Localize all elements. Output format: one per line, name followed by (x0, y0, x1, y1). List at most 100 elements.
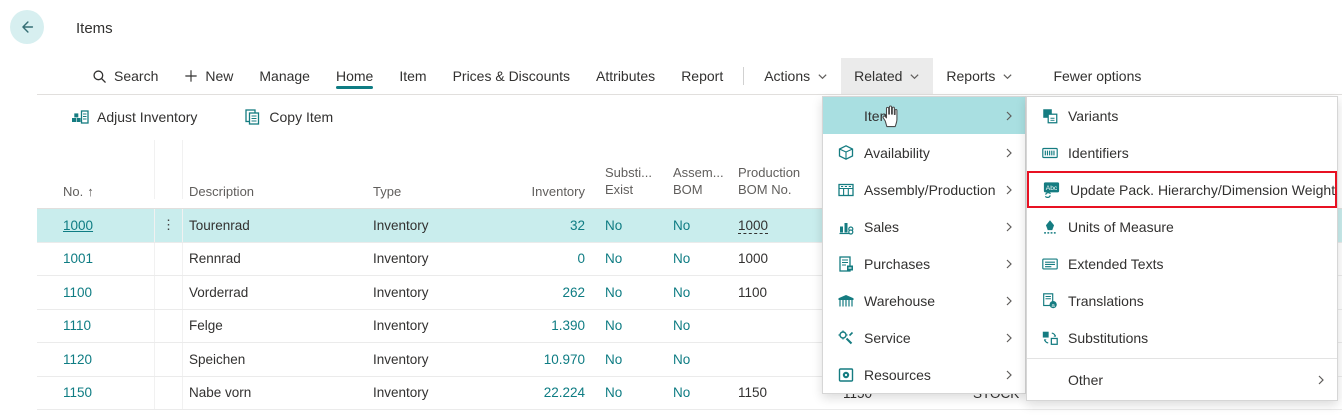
cell-description[interactable]: Vorderrad (189, 284, 249, 300)
search-button[interactable]: Search (79, 58, 171, 94)
cell-inventory[interactable]: 22.224 (543, 385, 585, 401)
menu-item-item[interactable]: Item (823, 97, 1025, 134)
menu-item-sales[interactable]: Sales (823, 208, 1025, 245)
menu-related[interactable]: Related (841, 58, 934, 94)
adjust-inventory-button[interactable]: Adjust Inventory (71, 108, 197, 126)
menu-item-warehouse[interactable]: Warehouse (823, 282, 1025, 319)
cell-description[interactable]: Tourenrad (189, 217, 250, 233)
chevron-right-icon (1003, 332, 1015, 344)
table-row[interactable]: 1001 Rennrad Inventory 0 No No 1000 (37, 242, 1342, 276)
cell-type[interactable]: Inventory (373, 351, 429, 367)
cell-substitutes-exist[interactable]: No (605, 318, 623, 334)
column-header-type[interactable]: Type (373, 184, 402, 199)
fewer-options-button[interactable]: Fewer options (1053, 68, 1142, 84)
cell-production-bom-no[interactable]: 1000 (738, 251, 769, 267)
menu-item-substitutions[interactable]: Substitutions (1027, 319, 1337, 356)
chevron-right-icon (1315, 374, 1327, 386)
resources-icon (836, 365, 855, 384)
menu-item-other[interactable]: Other (1027, 361, 1337, 398)
item-no-link[interactable]: 1110 (37, 309, 155, 342)
column-header-production-bom-no[interactable]: Production BOM No. (738, 164, 801, 198)
cell-inventory[interactable]: 10.970 (543, 351, 585, 367)
sales-icon (836, 217, 855, 236)
cell-inventory[interactable]: 32 (569, 217, 585, 233)
tab-prices-discounts[interactable]: Prices & Discounts (452, 68, 571, 84)
cell-assembly-bom[interactable]: No (673, 251, 691, 267)
column-header-assembly-bom[interactable]: Assem... BOM (673, 164, 724, 198)
menu-item-translations[interactable]: a Translations (1027, 282, 1337, 319)
tab-home[interactable]: Home (323, 58, 386, 94)
svg-text:a: a (1051, 302, 1055, 308)
cell-production-bom-no[interactable]: 1100 (738, 284, 768, 300)
cell-substitutes-exist[interactable]: No (605, 284, 623, 300)
column-header-description[interactable]: Description (189, 184, 255, 199)
item-no-link[interactable]: 1120 (37, 343, 155, 376)
tab-attributes[interactable]: Attributes (596, 68, 656, 84)
cell-type[interactable]: Inventory (373, 385, 429, 401)
cell-inventory[interactable]: 262 (562, 284, 585, 300)
cell-inventory[interactable]: 0 (577, 251, 585, 267)
menu-item-units-of-measure[interactable]: Units of Measure (1027, 208, 1337, 245)
chevron-right-icon (1003, 184, 1015, 196)
table-row[interactable]: 1110 Felge Inventory 1.390 No No (37, 309, 1342, 343)
item-no-link[interactable]: 1150 (37, 376, 155, 409)
cell-substitutes-exist[interactable]: No (605, 251, 623, 267)
menu-manage[interactable]: Manage (259, 68, 310, 84)
menu-item-identifiers[interactable]: Identifiers (1027, 134, 1337, 171)
new-button[interactable]: New (171, 58, 246, 94)
tab-item[interactable]: Item (399, 68, 427, 84)
menu-item-purchases[interactable]: Purchases (823, 245, 1025, 282)
svg-text:Abc: Abc (1046, 185, 1058, 192)
menu-item-update-pack-hierarchy-dimension-weight[interactable]: Abc Update Pack. Hierarchy/Dimension Wei… (1027, 171, 1337, 208)
cell-inventory[interactable]: 1.390 (551, 318, 585, 334)
cell-type[interactable]: Inventory (373, 217, 429, 233)
assembly-production-icon (836, 180, 855, 199)
cell-type[interactable]: Inventory (373, 284, 429, 300)
cell-assembly-bom[interactable]: No (673, 351, 691, 367)
cell-substitutes-exist[interactable]: No (605, 217, 623, 233)
chevron-down-icon (909, 71, 920, 82)
cell-production-bom-no[interactable]: 1000 (738, 217, 769, 234)
sort-ascending-icon: ↑ (87, 184, 94, 199)
column-header-no[interactable]: No. ↑ (37, 140, 155, 199)
menu-item-assembly-production[interactable]: Assembly/Production (823, 171, 1025, 208)
item-no-link[interactable]: 1000 (63, 217, 94, 233)
cell-assembly-bom[interactable]: No (673, 284, 691, 300)
table-row[interactable]: 1120 Speichen Inventory 10.970 No No (37, 343, 1342, 377)
ribbon-menu-bar: Search New Manage Home Item Prices & Dis… (37, 58, 1342, 95)
row-options-icon[interactable]: ⋮ (155, 209, 183, 242)
cell-description[interactable]: Speichen (189, 351, 246, 367)
purchases-icon (836, 254, 855, 273)
table-row[interactable]: 1100 Vorderrad Inventory 262 No No 1100 (37, 276, 1342, 310)
chevron-down-icon (1002, 71, 1013, 82)
cell-description[interactable]: Rennrad (189, 251, 241, 267)
chevron-right-icon (1003, 295, 1015, 307)
back-button[interactable] (10, 10, 44, 44)
menu-item-extended-texts[interactable]: Extended Texts (1027, 245, 1337, 282)
cell-description[interactable]: Felge (189, 318, 223, 334)
cell-assembly-bom[interactable]: No (673, 217, 691, 233)
item-no-link[interactable]: 1100 (37, 276, 155, 309)
cell-substitutes-exist[interactable]: No (605, 385, 623, 401)
menu-actions[interactable]: Actions (751, 58, 841, 94)
related-dropdown-menu: Item Availability Assembly/Production Sa… (822, 96, 1026, 394)
cell-assembly-bom[interactable]: No (673, 385, 691, 401)
copy-item-button[interactable]: Copy Item (243, 108, 333, 126)
menu-item-availability[interactable]: Availability (823, 134, 1025, 171)
cell-type[interactable]: Inventory (373, 318, 429, 334)
cell-assembly-bom[interactable]: No (673, 318, 691, 334)
item-no-link[interactable]: 1001 (37, 242, 155, 275)
menu-reports[interactable]: Reports (933, 58, 1026, 94)
cell-substitutes-exist[interactable]: No (605, 351, 623, 367)
column-header-inventory[interactable]: Inventory (531, 184, 585, 199)
menu-item-variants[interactable]: Variants (1027, 97, 1337, 134)
cell-type[interactable]: Inventory (373, 251, 429, 267)
plus-icon (184, 69, 198, 83)
tab-report[interactable]: Report (681, 68, 724, 84)
menu-item-resources[interactable]: Resources (823, 356, 1025, 393)
cell-production-bom-no[interactable]: 1150 (738, 385, 768, 401)
menu-item-service[interactable]: Service (823, 319, 1025, 356)
column-header-substitutes-exist[interactable]: Substi... Exist (605, 164, 652, 198)
cell-description[interactable]: Nabe vorn (189, 385, 252, 401)
